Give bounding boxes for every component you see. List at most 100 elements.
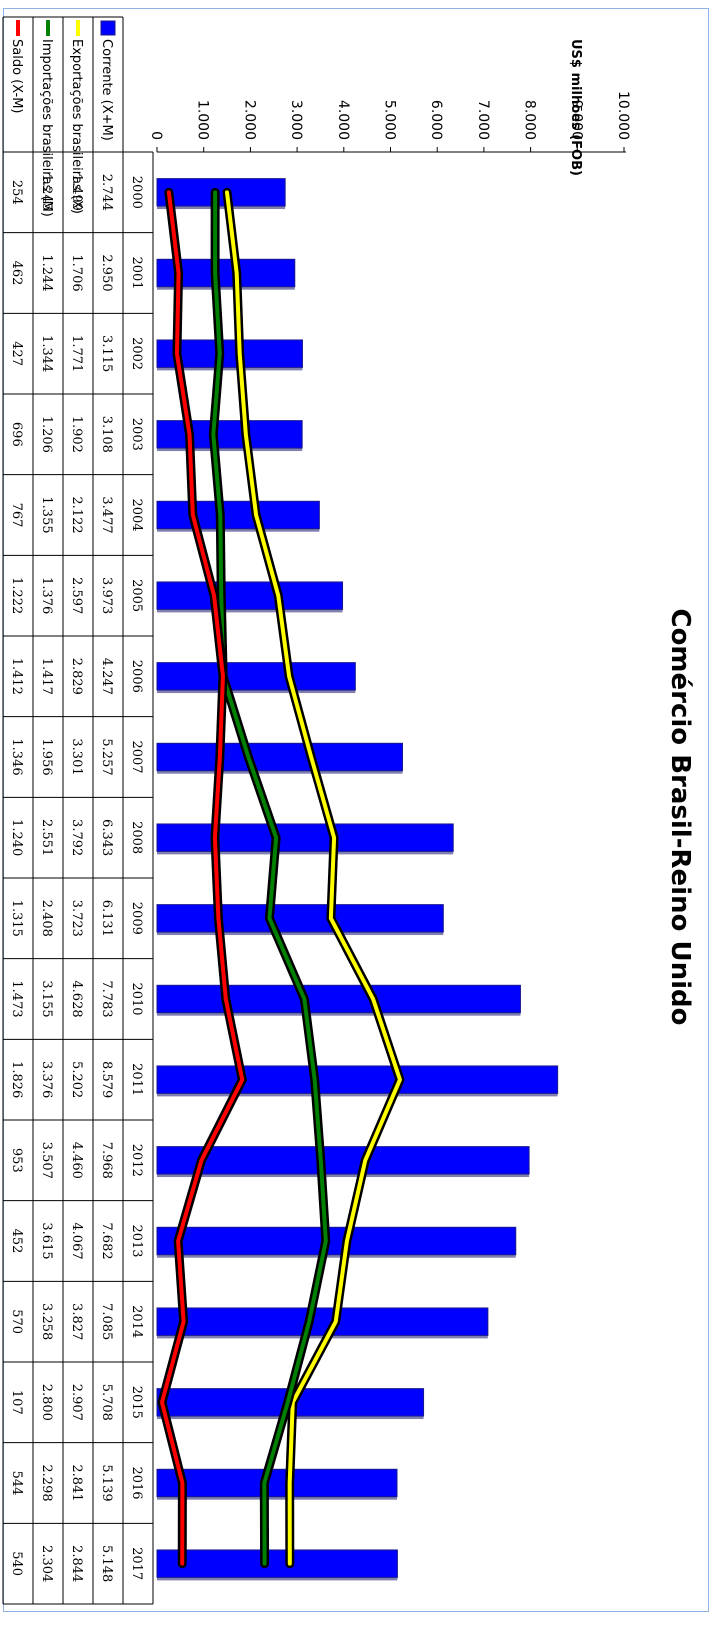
data-label: 2.597 bbox=[69, 577, 84, 614]
bar bbox=[156, 581, 344, 610]
legend-entry: Saldo (X-M) bbox=[9, 39, 24, 113]
bar bbox=[156, 1146, 530, 1175]
series-line bbox=[159, 190, 245, 1566]
bar bbox=[156, 904, 444, 933]
data-label: 1.355 bbox=[39, 496, 54, 533]
data-label: 2.907 bbox=[69, 1384, 84, 1421]
data-label: 8.579 bbox=[99, 1061, 114, 1098]
x-tick-label: 2009 bbox=[129, 902, 144, 935]
data-label: 2.841 bbox=[69, 1464, 84, 1501]
data-label: 5.139 bbox=[99, 1464, 114, 1501]
x-tick-label: 2015 bbox=[129, 1386, 144, 1419]
data-label: 4.628 bbox=[69, 980, 84, 1017]
data-label: 7.682 bbox=[99, 1222, 114, 1259]
data-label: 2.304 bbox=[39, 1545, 54, 1582]
data-label: 4.460 bbox=[69, 1142, 84, 1179]
chart-frame: Comércio Brasil-Reino Unido US$ milhões (… bbox=[2, 8, 709, 1612]
x-tick-label: 2016 bbox=[129, 1466, 144, 1499]
series-line bbox=[211, 190, 328, 1566]
data-label: 1.771 bbox=[69, 335, 84, 372]
x-tick-label: 2011 bbox=[129, 1063, 144, 1096]
data-label: 2.298 bbox=[39, 1464, 54, 1501]
y-axis-label: US$ milhões (FOB) bbox=[568, 39, 583, 176]
y-tick-label: 8.000 bbox=[522, 100, 538, 140]
data-label: 7.783 bbox=[99, 980, 114, 1017]
data-label: 2.551 bbox=[39, 819, 54, 856]
data-label: 3.258 bbox=[39, 1303, 54, 1340]
y-tick-label: 1.000 bbox=[195, 100, 211, 140]
x-tick-label: 2001 bbox=[129, 256, 144, 289]
data-label: 2.950 bbox=[99, 254, 114, 291]
x-tick-label: 2002 bbox=[129, 337, 144, 370]
series-line-outline bbox=[208, 187, 331, 1569]
y-tick-label: 5.000 bbox=[382, 100, 398, 140]
y-tick-label: 9.000 bbox=[568, 100, 584, 140]
data-label: 570 bbox=[9, 1309, 24, 1334]
data-label: 1.244 bbox=[39, 254, 54, 291]
data-label: 3.115 bbox=[99, 335, 114, 372]
bar bbox=[156, 742, 404, 772]
data-label: 1.315 bbox=[9, 900, 24, 937]
data-label: 3.827 bbox=[69, 1303, 84, 1340]
data-label: 1.902 bbox=[69, 416, 84, 453]
legend-entry: Corrente (X+M) bbox=[99, 39, 114, 141]
rotated-chart-area: Comércio Brasil-Reino Unido US$ milhões (… bbox=[2, 9, 714, 1625]
bar bbox=[156, 1549, 398, 1578]
data-label: 953 bbox=[9, 1148, 24, 1173]
data-label: 1.826 bbox=[9, 1061, 24, 1098]
legend-entry: Exportações brasileiras (X) bbox=[69, 39, 84, 214]
bar bbox=[156, 1065, 559, 1094]
data-label: 1.222 bbox=[9, 577, 24, 614]
data-label: 1.245 bbox=[39, 174, 54, 211]
data-label: 1.499 bbox=[69, 174, 84, 211]
chart: Comércio Brasil-Reino Unido US$ milhões (… bbox=[2, 16, 695, 1605]
legend-entry: Importações brasileiras (M) bbox=[39, 39, 54, 217]
data-label: 1.206 bbox=[39, 416, 54, 453]
x-tick-label: 2008 bbox=[129, 821, 144, 854]
data-label: 2.829 bbox=[69, 658, 84, 695]
y-tick-label: 2.000 bbox=[241, 100, 257, 140]
bar bbox=[156, 420, 303, 449]
data-label: 5.257 bbox=[99, 738, 114, 775]
data-label: 5.202 bbox=[69, 1061, 84, 1098]
bar bbox=[156, 662, 356, 691]
y-tick-label: 3.000 bbox=[288, 100, 304, 140]
data-label: 6.343 bbox=[99, 819, 114, 856]
series-line-outline bbox=[222, 187, 405, 1569]
y-tick-label: 7.000 bbox=[475, 100, 491, 140]
data-label: 5.708 bbox=[99, 1384, 114, 1421]
data-label: 1.706 bbox=[69, 254, 84, 291]
y-tick-label: 4.000 bbox=[335, 100, 351, 140]
x-tick-label: 2014 bbox=[129, 1305, 144, 1338]
x-tick-label: 2005 bbox=[129, 579, 144, 612]
data-label: 7.085 bbox=[99, 1303, 114, 1340]
data-label: 540 bbox=[9, 1551, 24, 1576]
data-label: 462 bbox=[9, 261, 24, 286]
data-label: 3.477 bbox=[99, 496, 114, 533]
x-tick-label: 2017 bbox=[129, 1547, 144, 1580]
data-label: 2.408 bbox=[39, 900, 54, 937]
data-label: 3.615 bbox=[39, 1222, 54, 1259]
series-line bbox=[225, 190, 402, 1566]
data-label: 3.507 bbox=[39, 1142, 54, 1179]
legend-marker bbox=[100, 20, 116, 36]
bar bbox=[156, 500, 320, 530]
data-label: 6.131 bbox=[99, 900, 114, 937]
bar bbox=[156, 823, 454, 852]
data-label: 1.956 bbox=[39, 738, 54, 775]
x-tick-label: 2000 bbox=[129, 176, 144, 209]
y-tick-label: 6.000 bbox=[428, 100, 444, 140]
data-label: 3.108 bbox=[99, 416, 114, 453]
data-label: 1.344 bbox=[39, 335, 54, 372]
data-label: 1.417 bbox=[39, 658, 54, 695]
y-tick-label: 0 bbox=[148, 131, 164, 140]
x-tick-label: 2007 bbox=[129, 740, 144, 773]
bar bbox=[156, 178, 286, 207]
chart-title: Comércio Brasil-Reino Unido bbox=[665, 608, 695, 1025]
data-label: 452 bbox=[9, 1229, 24, 1254]
data-label: 1.473 bbox=[9, 980, 24, 1017]
data-label: 767 bbox=[9, 503, 24, 528]
data-label: 1.412 bbox=[9, 658, 24, 695]
data-label: 3.376 bbox=[39, 1061, 54, 1098]
data-label: 3.301 bbox=[69, 738, 84, 775]
